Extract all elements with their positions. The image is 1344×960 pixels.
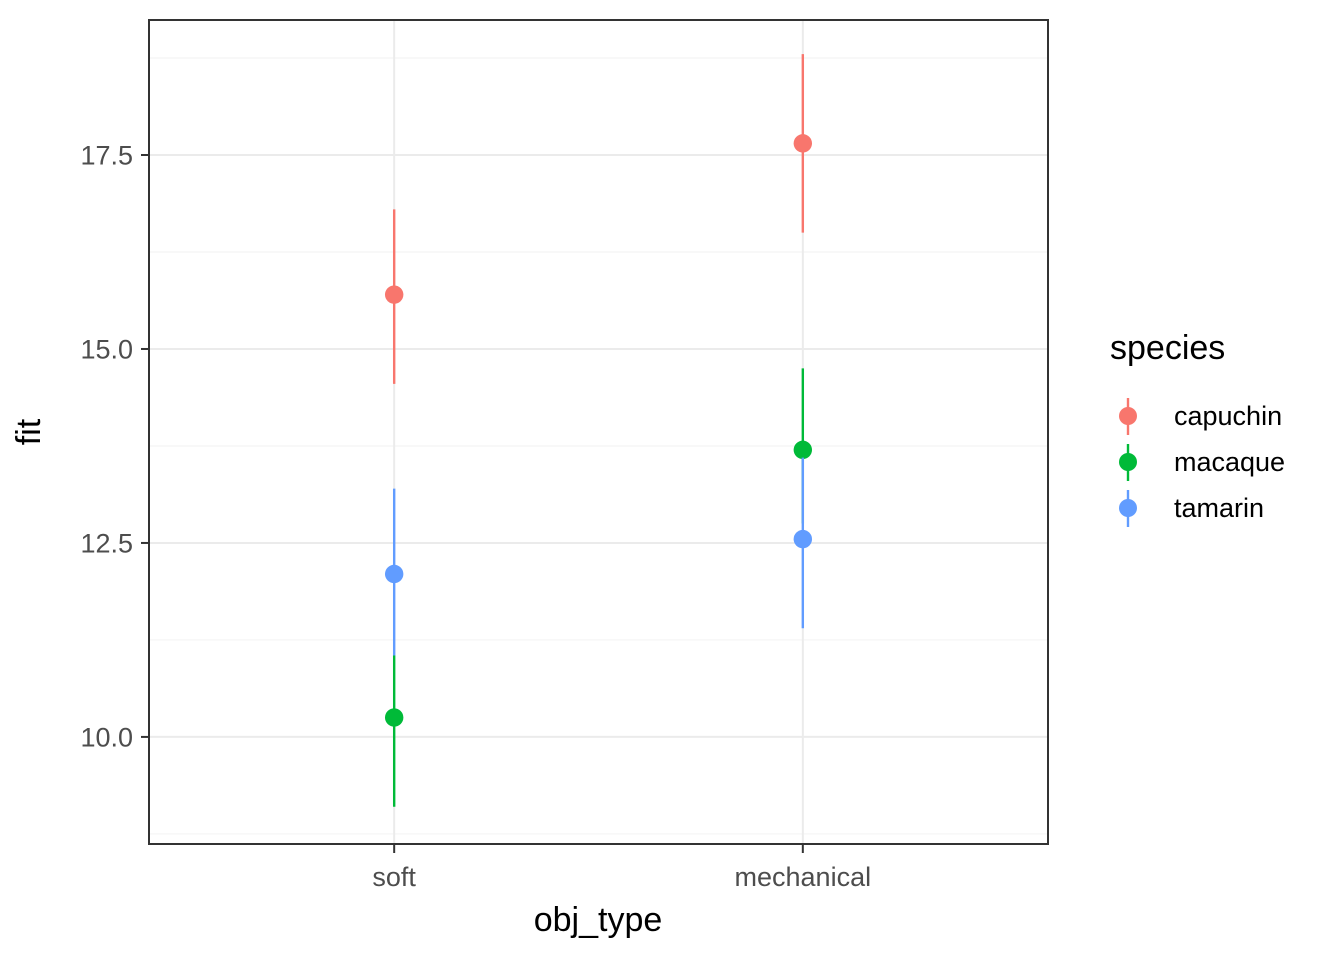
x-tick-label: mechanical [735, 862, 872, 892]
legend-item-capuchin: capuchin [1108, 393, 1344, 439]
legend-title: species [1110, 329, 1226, 367]
point-capuchin-soft [384, 285, 404, 304]
x-axis-title: obj_type [534, 901, 663, 939]
legend-item-macaque: macaque [1108, 439, 1344, 485]
y-axis-title: fit [10, 418, 48, 445]
legend-label-capuchin: capuchin [1174, 400, 1283, 431]
x-tick-label: soft [372, 862, 416, 892]
point-tamarin-mechanical [793, 529, 813, 549]
y-tick-label: 10.0 [80, 722, 133, 752]
pointrange-key-icon [1119, 490, 1137, 527]
panel-border [148, 19, 1049, 845]
legend-label-tamarin: tamarin [1174, 492, 1265, 523]
y-tick-label: 17.5 [80, 141, 133, 171]
series-layer [384, 54, 813, 807]
panel-background [149, 20, 1048, 844]
legend-key-point [1119, 453, 1137, 471]
legend-label-macaque: macaque [1174, 446, 1286, 477]
point-macaque-soft [384, 708, 404, 727]
point-capuchin-mechanical [793, 134, 813, 153]
point-macaque-mechanical [793, 440, 813, 460]
legend: species capuchin macaque tamarin [1108, 331, 1344, 531]
legend-item-tamarin: tamarin [1108, 485, 1344, 531]
pointrange-key-icon [1119, 398, 1137, 435]
pointrange-key-icon [1119, 444, 1137, 481]
axis-layer: 17.5 15.0 12.5 10.0 soft mechanical [80, 141, 871, 892]
legend-key-point [1119, 499, 1137, 517]
legend-key-point [1119, 407, 1137, 425]
y-tick-label: 12.5 [80, 528, 133, 558]
y-tick-label: 15.0 [80, 334, 133, 364]
point-tamarin-soft [384, 564, 404, 584]
